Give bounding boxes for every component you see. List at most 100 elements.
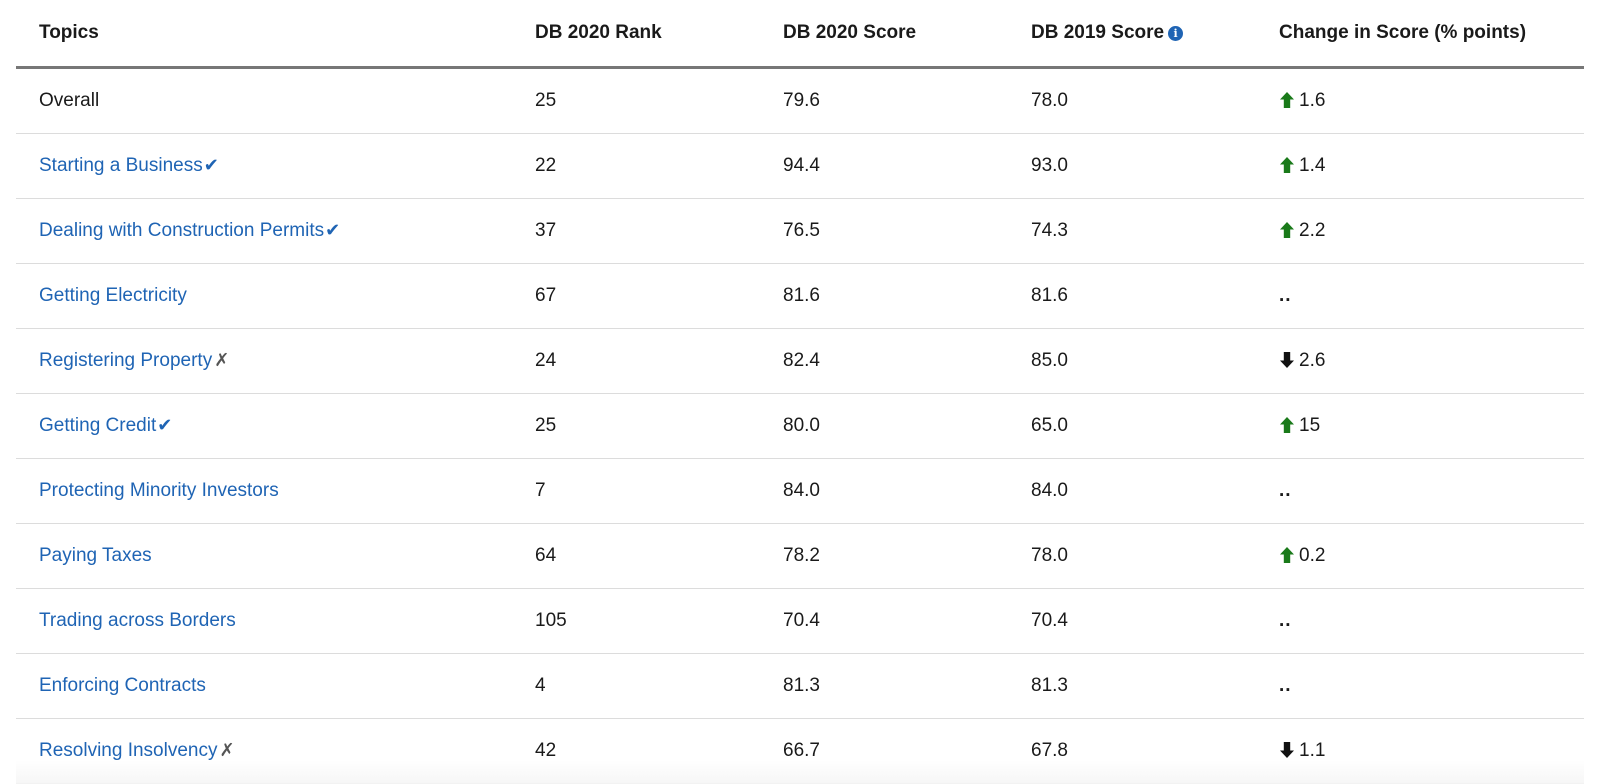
scores-table: Topics DB 2020 Rank DB 2020 Score DB 201… bbox=[16, 0, 1584, 784]
table-row: Overall 25 79.6 78.0 1.6 bbox=[16, 69, 1584, 134]
topic-link[interactable]: Resolving Insolvency bbox=[39, 740, 218, 761]
topic-link[interactable]: Registering Property bbox=[39, 350, 213, 371]
change-cell: .. bbox=[1256, 480, 1584, 502]
table-row: Registering Property ✗ 24 82.4 85.0 2.6 bbox=[16, 329, 1584, 394]
score-2019-cell: 93.0 bbox=[1031, 155, 1068, 176]
table-row: Protecting Minority Investors 7 84.0 84.0.. bbox=[16, 459, 1584, 524]
topic-link[interactable]: Getting Credit bbox=[39, 415, 157, 436]
topic-link[interactable]: Getting Electricity bbox=[39, 285, 187, 306]
topic-cell: Resolving Insolvency ✗ bbox=[16, 740, 512, 762]
score-2019-cell: 74.3 bbox=[1031, 220, 1068, 241]
change-value: 1.1 bbox=[1299, 740, 1326, 761]
change-value: .. bbox=[1279, 285, 1292, 306]
rank-cell: 42 bbox=[535, 740, 557, 761]
score-2020-cell: 76.5 bbox=[783, 220, 820, 241]
change-value: .. bbox=[1279, 675, 1292, 696]
change-cell: 1.6 bbox=[1256, 90, 1584, 112]
score-2020-cell: 70.4 bbox=[783, 610, 820, 631]
table-row: Paying Taxes 64 78.2 78.0 0.2 bbox=[16, 524, 1584, 589]
table-row: Trading across Borders 105 70.4 70.4.. bbox=[16, 589, 1584, 654]
topic-link[interactable]: Starting a Business bbox=[39, 155, 203, 176]
topic-cell: Overall bbox=[16, 90, 512, 112]
rank-cell: 7 bbox=[535, 480, 546, 501]
score-2019-cell: 70.4 bbox=[1031, 610, 1068, 631]
header-score-2019: DB 2019 Score i bbox=[1008, 22, 1256, 44]
change-value: .. bbox=[1279, 480, 1292, 501]
score-2019-cell: 85.0 bbox=[1031, 350, 1068, 371]
table-body: Overall 25 79.6 78.0 1.6 Starting a Business✔… bbox=[16, 69, 1584, 784]
change-value: 2.6 bbox=[1299, 350, 1326, 371]
score-2020-cell: 81.6 bbox=[783, 285, 820, 306]
rank-cell: 25 bbox=[535, 90, 557, 111]
topic-cell: Registering Property ✗ bbox=[16, 350, 512, 372]
score-2020-cell: 66.7 bbox=[783, 740, 820, 761]
topic-cell: Protecting Minority Investors bbox=[16, 480, 512, 502]
score-2020-cell: 80.0 bbox=[783, 415, 820, 436]
header-score-2019-label[interactable]: DB 2019 Score bbox=[1031, 22, 1165, 43]
topic-label: Overall bbox=[39, 90, 100, 111]
table-row: Starting a Business✔ 22 94.4 93.0 1.4 bbox=[16, 134, 1584, 199]
info-icon[interactable]: i bbox=[1168, 26, 1184, 41]
check-icon: ✔ bbox=[325, 220, 341, 240]
topic-link[interactable]: Dealing with Construction Permits bbox=[39, 220, 325, 241]
topic-cell: Paying Taxes bbox=[16, 545, 512, 567]
score-2020-cell: 78.2 bbox=[783, 545, 820, 566]
score-2020-cell: 81.3 bbox=[783, 675, 820, 696]
table-row: Getting Credit✔ 25 80.0 65.0 15 bbox=[16, 394, 1584, 459]
change-cell: .. bbox=[1256, 675, 1584, 697]
score-2019-cell: 78.0 bbox=[1031, 545, 1068, 566]
change-value: 1.4 bbox=[1299, 155, 1326, 176]
rank-cell: 25 bbox=[535, 415, 557, 436]
change-value: 15 bbox=[1299, 415, 1321, 436]
change-cell: .. bbox=[1256, 610, 1584, 632]
topic-cell: Getting Credit✔ bbox=[16, 415, 512, 437]
arrow-up-icon bbox=[1279, 415, 1299, 436]
arrow-up-icon bbox=[1279, 220, 1299, 241]
header-change[interactable]: Change in Score (% points) bbox=[1279, 22, 1527, 43]
score-2019-cell: 81.3 bbox=[1031, 675, 1068, 696]
table-row: Enforcing Contracts 4 81.3 81.3.. bbox=[16, 654, 1584, 719]
topic-cell: Enforcing Contracts bbox=[16, 675, 512, 697]
header-topics[interactable]: Topics bbox=[39, 22, 99, 43]
rank-cell: 24 bbox=[535, 350, 557, 371]
change-cell: 15 bbox=[1256, 415, 1584, 437]
arrow-up-icon bbox=[1279, 545, 1299, 566]
topic-cell: Dealing with Construction Permits✔ bbox=[16, 220, 512, 242]
score-2020-cell: 84.0 bbox=[783, 480, 820, 501]
rank-cell: 37 bbox=[535, 220, 557, 241]
table-row: Dealing with Construction Permits✔ 37 76.5… bbox=[16, 199, 1584, 264]
topic-link[interactable]: Enforcing Contracts bbox=[39, 675, 206, 696]
change-value: .. bbox=[1279, 610, 1292, 631]
score-2019-cell: 81.6 bbox=[1031, 285, 1068, 306]
score-2020-cell: 82.4 bbox=[783, 350, 820, 371]
rank-cell: 64 bbox=[535, 545, 557, 566]
topic-link[interactable]: Paying Taxes bbox=[39, 545, 152, 566]
change-value: 2.2 bbox=[1299, 220, 1326, 241]
topic-link[interactable]: Trading across Borders bbox=[39, 610, 236, 631]
score-2019-cell: 78.0 bbox=[1031, 90, 1068, 111]
change-cell: 1.4 bbox=[1256, 155, 1584, 177]
check-icon: ✔ bbox=[157, 415, 173, 435]
cross-icon: ✗ bbox=[219, 740, 235, 760]
header-score-2020[interactable]: DB 2020 Score bbox=[783, 22, 917, 43]
rank-cell: 105 bbox=[535, 610, 567, 631]
arrow-down-icon bbox=[1279, 350, 1299, 371]
header-rank[interactable]: DB 2020 Rank bbox=[535, 22, 662, 43]
arrow-up-icon bbox=[1279, 155, 1299, 176]
score-2019-cell: 65.0 bbox=[1031, 415, 1068, 436]
change-cell: .. bbox=[1256, 285, 1584, 307]
change-cell: 2.6 bbox=[1256, 350, 1584, 372]
rank-cell: 22 bbox=[535, 155, 557, 176]
rank-cell: 67 bbox=[535, 285, 557, 306]
topic-link[interactable]: Protecting Minority Investors bbox=[39, 480, 279, 501]
arrow-up-icon bbox=[1279, 90, 1299, 111]
score-2019-cell: 84.0 bbox=[1031, 480, 1068, 501]
topic-cell: Getting Electricity bbox=[16, 285, 512, 307]
score-2020-cell: 79.6 bbox=[783, 90, 820, 111]
change-cell: 1.1 bbox=[1256, 740, 1584, 762]
topic-cell: Trading across Borders bbox=[16, 610, 512, 632]
scroll-fade bbox=[16, 760, 1584, 784]
score-2019-cell: 67.8 bbox=[1031, 740, 1068, 761]
change-cell: 0.2 bbox=[1256, 545, 1584, 567]
topic-cell: Starting a Business✔ bbox=[16, 155, 512, 177]
